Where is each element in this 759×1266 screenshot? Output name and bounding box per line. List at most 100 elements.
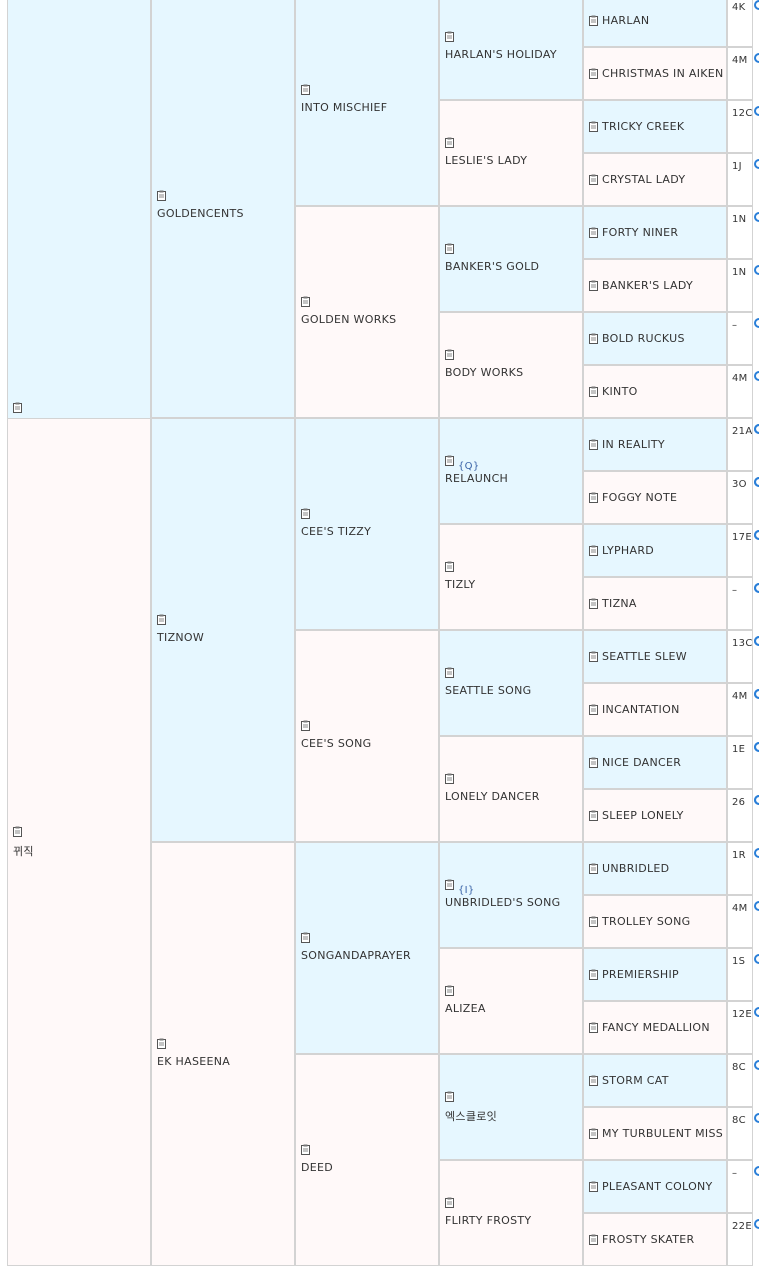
circle-link-icon[interactable] <box>753 259 759 285</box>
clipboard-icon[interactable] <box>157 190 166 201</box>
horse-name-link[interactable]: 뀌직 <box>13 845 34 858</box>
horse-name-link[interactable]: BANKER'S GOLD <box>445 260 540 273</box>
horse-name-link[interactable]: MY TURBULENT MISS <box>602 1127 724 1140</box>
horse-name-link[interactable]: TIZLY <box>445 578 476 591</box>
clipboard-icon[interactable] <box>589 121 598 132</box>
circle-link-icon[interactable] <box>753 471 759 497</box>
circle-link-icon[interactable] <box>753 0 759 20</box>
clipboard-icon[interactable] <box>157 1038 166 1049</box>
circle-link-icon[interactable] <box>753 1054 759 1080</box>
circle-link-icon[interactable] <box>753 365 759 391</box>
horse-name-link[interactable]: LYPHARD <box>602 544 655 557</box>
circle-link-icon[interactable] <box>753 153 759 179</box>
clipboard-icon[interactable] <box>589 386 598 397</box>
circle-link-icon[interactable] <box>753 948 759 974</box>
horse-name-link[interactable]: TIZNA <box>602 597 637 610</box>
horse-name-link[interactable]: BODY WORKS <box>445 366 524 379</box>
clipboard-icon[interactable] <box>589 704 598 715</box>
horse-name-link[interactable]: RELAUNCH <box>445 472 509 485</box>
clipboard-icon[interactable] <box>13 402 22 413</box>
circle-link-icon[interactable] <box>753 577 759 603</box>
clipboard-icon[interactable] <box>589 15 598 26</box>
clipboard-icon[interactable] <box>445 349 454 360</box>
horse-name-link[interactable]: PREMIERSHIP <box>602 968 679 981</box>
clipboard-icon[interactable] <box>589 545 598 556</box>
clipboard-icon[interactable] <box>301 720 310 731</box>
circle-link-icon[interactable] <box>753 206 759 232</box>
horse-name-link[interactable]: SEATTLE SONG <box>445 684 532 697</box>
clipboard-icon[interactable] <box>445 561 454 572</box>
circle-link-icon[interactable] <box>753 1107 759 1133</box>
clipboard-icon[interactable] <box>445 455 454 466</box>
clipboard-icon[interactable] <box>589 439 598 450</box>
horse-name-link[interactable]: FLIRTY FROSTY <box>445 1214 532 1227</box>
horse-name-link[interactable]: SONGANDAPRAYER <box>301 949 411 962</box>
horse-name-link[interactable]: CEE'S SONG <box>301 737 372 750</box>
clipboard-icon[interactable] <box>589 1234 598 1245</box>
clipboard-icon[interactable] <box>589 598 598 609</box>
horse-name-link[interactable]: KINTO <box>602 385 638 398</box>
horse-name-link[interactable]: TRICKY CREEK <box>602 120 685 133</box>
clipboard-icon[interactable] <box>589 1022 598 1033</box>
circle-link-icon[interactable] <box>753 47 759 73</box>
circle-link-icon[interactable] <box>753 100 759 126</box>
circle-link-icon[interactable] <box>753 895 759 921</box>
circle-link-icon[interactable] <box>753 1213 759 1239</box>
clipboard-icon[interactable] <box>445 137 454 148</box>
horse-name-link[interactable]: BOLD RUCKUS <box>602 332 685 345</box>
horse-name-link[interactable]: INCANTATION <box>602 703 680 716</box>
circle-link-icon[interactable] <box>753 842 759 868</box>
horse-name-link[interactable]: CRYSTAL LADY <box>602 173 686 186</box>
clipboard-icon[interactable] <box>301 1144 310 1155</box>
horse-name-link[interactable]: STORM CAT <box>602 1074 669 1087</box>
horse-name-link[interactable]: HARLAN <box>602 14 650 27</box>
clipboard-icon[interactable] <box>589 916 598 927</box>
horse-name-link[interactable]: FOGGY NOTE <box>602 491 678 504</box>
clipboard-icon[interactable] <box>589 280 598 291</box>
horse-name-link[interactable]: ALIZEA <box>445 1002 486 1015</box>
clipboard-icon[interactable] <box>589 1075 598 1086</box>
circle-link-icon[interactable] <box>753 418 759 444</box>
circle-link-icon[interactable] <box>753 630 759 656</box>
horse-name-link[interactable]: SEATTLE SLEW <box>602 650 687 663</box>
horse-name-link[interactable]: GOLDENCENTS <box>157 207 244 220</box>
horse-name-link[interactable]: UNBRIDLED'S SONG <box>445 896 561 909</box>
circle-link-icon[interactable] <box>753 789 759 815</box>
circle-link-icon[interactable] <box>753 1001 759 1027</box>
clipboard-icon[interactable] <box>589 68 598 79</box>
clipboard-icon[interactable] <box>589 757 598 768</box>
clipboard-icon[interactable] <box>301 296 310 307</box>
clipboard-icon[interactable] <box>445 985 454 996</box>
horse-name-link[interactable]: DEED <box>301 1161 334 1174</box>
clipboard-icon[interactable] <box>301 84 310 95</box>
horse-name-link[interactable]: UNBRIDLED <box>602 862 670 875</box>
circle-link-icon[interactable] <box>753 312 759 338</box>
clipboard-icon[interactable] <box>589 1181 598 1192</box>
clipboard-icon[interactable] <box>589 174 598 185</box>
horse-name-link[interactable]: FORTY NINER <box>602 226 679 239</box>
clipboard-icon[interactable] <box>13 826 22 837</box>
horse-name-link[interactable]: IN REALITY <box>602 438 665 451</box>
clipboard-icon[interactable] <box>157 614 166 625</box>
clipboard-icon[interactable] <box>445 667 454 678</box>
horse-name-link[interactable]: LESLIE'S LADY <box>445 154 528 167</box>
horse-name-link[interactable]: INTO MISCHIEF <box>301 101 388 114</box>
clipboard-icon[interactable] <box>589 651 598 662</box>
clipboard-icon[interactable] <box>589 492 598 503</box>
horse-name-link[interactable]: FROSTY SKATER <box>602 1233 695 1246</box>
horse-name-link[interactable]: TIZNOW <box>157 631 205 644</box>
clipboard-icon[interactable] <box>445 773 454 784</box>
circle-link-icon[interactable] <box>753 1160 759 1186</box>
clipboard-icon[interactable] <box>589 810 598 821</box>
horse-name-link[interactable]: SLEEP LONELY <box>602 809 684 822</box>
clipboard-icon[interactable] <box>445 31 454 42</box>
horse-name-link[interactable]: 엑스클로잇 <box>445 1110 498 1123</box>
horse-name-link[interactable]: FANCY MEDALLION <box>602 1021 710 1034</box>
horse-name-link[interactable]: EK HASEENA <box>157 1055 231 1068</box>
circle-link-icon[interactable] <box>753 683 759 709</box>
circle-link-icon[interactable] <box>753 736 759 762</box>
horse-name-link[interactable]: CHRISTMAS IN AIKEN <box>602 67 724 80</box>
clipboard-icon[interactable] <box>445 243 454 254</box>
horse-name-link[interactable]: NICE DANCER <box>602 756 682 769</box>
clipboard-icon[interactable] <box>589 333 598 344</box>
